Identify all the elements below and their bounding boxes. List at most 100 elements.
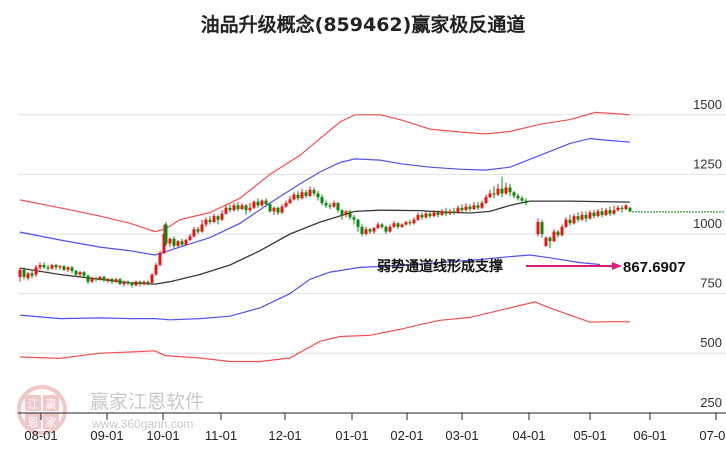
candle-down xyxy=(368,229,372,232)
annotation-value: 867.6907 xyxy=(623,259,686,276)
lower-outer-band-line xyxy=(19,301,630,363)
annotation-label: 弱势通道线形成支撑 xyxy=(377,258,503,275)
candle-up xyxy=(50,264,54,269)
candle-up xyxy=(472,205,476,209)
candle-down xyxy=(54,264,58,268)
candle-up xyxy=(364,229,368,234)
candle-up xyxy=(66,267,70,270)
watermark-brand: 赢家江恩软件 xyxy=(90,391,204,413)
candle-down xyxy=(556,231,560,236)
candle-down xyxy=(608,210,612,214)
candle-up xyxy=(34,267,38,275)
candle-down xyxy=(352,217,356,220)
candle-down xyxy=(146,281,150,283)
candle-up xyxy=(98,276,102,280)
candle-up xyxy=(122,281,126,285)
candle-up xyxy=(464,206,468,211)
candle-up xyxy=(424,213,428,218)
x-tick-label: 03-01 xyxy=(445,428,478,443)
candle-down xyxy=(46,267,50,269)
candle-up xyxy=(162,234,166,254)
x-tick-label: 01-01 xyxy=(335,428,368,443)
x-tick-label: 09-01 xyxy=(90,428,123,443)
candle-up xyxy=(480,203,484,208)
candle-up xyxy=(184,239,188,245)
candle-up xyxy=(220,213,224,220)
candle-down xyxy=(228,207,232,211)
candle-up xyxy=(400,224,404,227)
candle-up xyxy=(212,216,216,223)
candle-up xyxy=(158,253,162,265)
candle-down xyxy=(264,200,268,205)
y-tick-label: 1250 xyxy=(693,156,722,171)
candle-down xyxy=(130,282,134,286)
candle-down xyxy=(316,193,320,198)
axes: 08-01 09-01 10-01 11-01 12-01 01-01 02-01 03-01… xyxy=(18,412,726,443)
candle-down xyxy=(348,211,352,218)
candle-up xyxy=(176,241,180,246)
candle-up xyxy=(106,278,110,281)
candle-down xyxy=(256,201,260,206)
candle-up xyxy=(272,207,276,212)
seal-char: 家 xyxy=(46,415,57,429)
candle-up xyxy=(596,211,600,217)
y-tick-label: 1500 xyxy=(693,97,722,112)
candle-down xyxy=(102,276,106,281)
candle-up xyxy=(292,194,296,200)
candle-down xyxy=(94,278,98,280)
candle-up xyxy=(560,226,564,236)
candle-down xyxy=(584,214,588,219)
candle-down xyxy=(592,212,596,217)
candle-up xyxy=(134,281,138,286)
candle-down xyxy=(216,216,220,220)
candle-down xyxy=(22,269,26,277)
candle-up xyxy=(456,207,460,213)
candle-up xyxy=(248,207,252,211)
candle-up xyxy=(204,219,208,225)
seal-char: 恩 xyxy=(28,416,39,429)
candle-down xyxy=(568,219,572,224)
candle-up xyxy=(142,281,146,285)
candle-up xyxy=(200,224,204,232)
watermark: 江赢恩 家 赢家江恩软件 www.360gann.com xyxy=(17,385,204,435)
candle-up xyxy=(308,189,312,196)
candle-up xyxy=(404,222,408,225)
candle-up xyxy=(372,228,376,232)
x-tick-label: 07-01 xyxy=(699,428,726,443)
candle-down xyxy=(396,223,400,227)
candle-up xyxy=(252,201,256,208)
candle-up xyxy=(78,272,82,275)
candle-up xyxy=(260,200,264,206)
candle-up xyxy=(284,203,288,207)
candle-down xyxy=(196,229,200,232)
candle-down xyxy=(304,192,308,196)
candle-down xyxy=(236,205,240,209)
seal-char: 赢 xyxy=(46,397,57,411)
candle-up xyxy=(488,193,492,198)
x-tick-label: 02-01 xyxy=(390,428,423,443)
candle-up xyxy=(344,211,348,215)
upper-inner-band-line xyxy=(19,137,631,256)
x-tick-label: 12-01 xyxy=(268,428,301,443)
candle-down xyxy=(268,204,272,212)
x-tick-label: 05-01 xyxy=(573,428,606,443)
y-tick-label: 750 xyxy=(700,276,722,291)
x-tick-label: 08-01 xyxy=(24,428,57,443)
candle-down xyxy=(86,275,90,282)
candle-up xyxy=(192,229,196,237)
y-tick-label: 1000 xyxy=(693,216,722,231)
candle-down xyxy=(520,198,524,201)
candle-down xyxy=(320,197,324,204)
candle-up xyxy=(188,236,192,240)
candle-up xyxy=(448,211,452,214)
candle-up xyxy=(388,226,392,232)
candle-up xyxy=(150,274,154,283)
candle-down xyxy=(296,194,300,199)
candle-up xyxy=(572,216,576,224)
candle-down xyxy=(312,189,316,194)
candle-up xyxy=(90,278,94,282)
candle-down xyxy=(126,281,130,283)
candle-down xyxy=(408,222,412,224)
candle-down xyxy=(516,195,520,199)
candle-down xyxy=(356,219,360,227)
